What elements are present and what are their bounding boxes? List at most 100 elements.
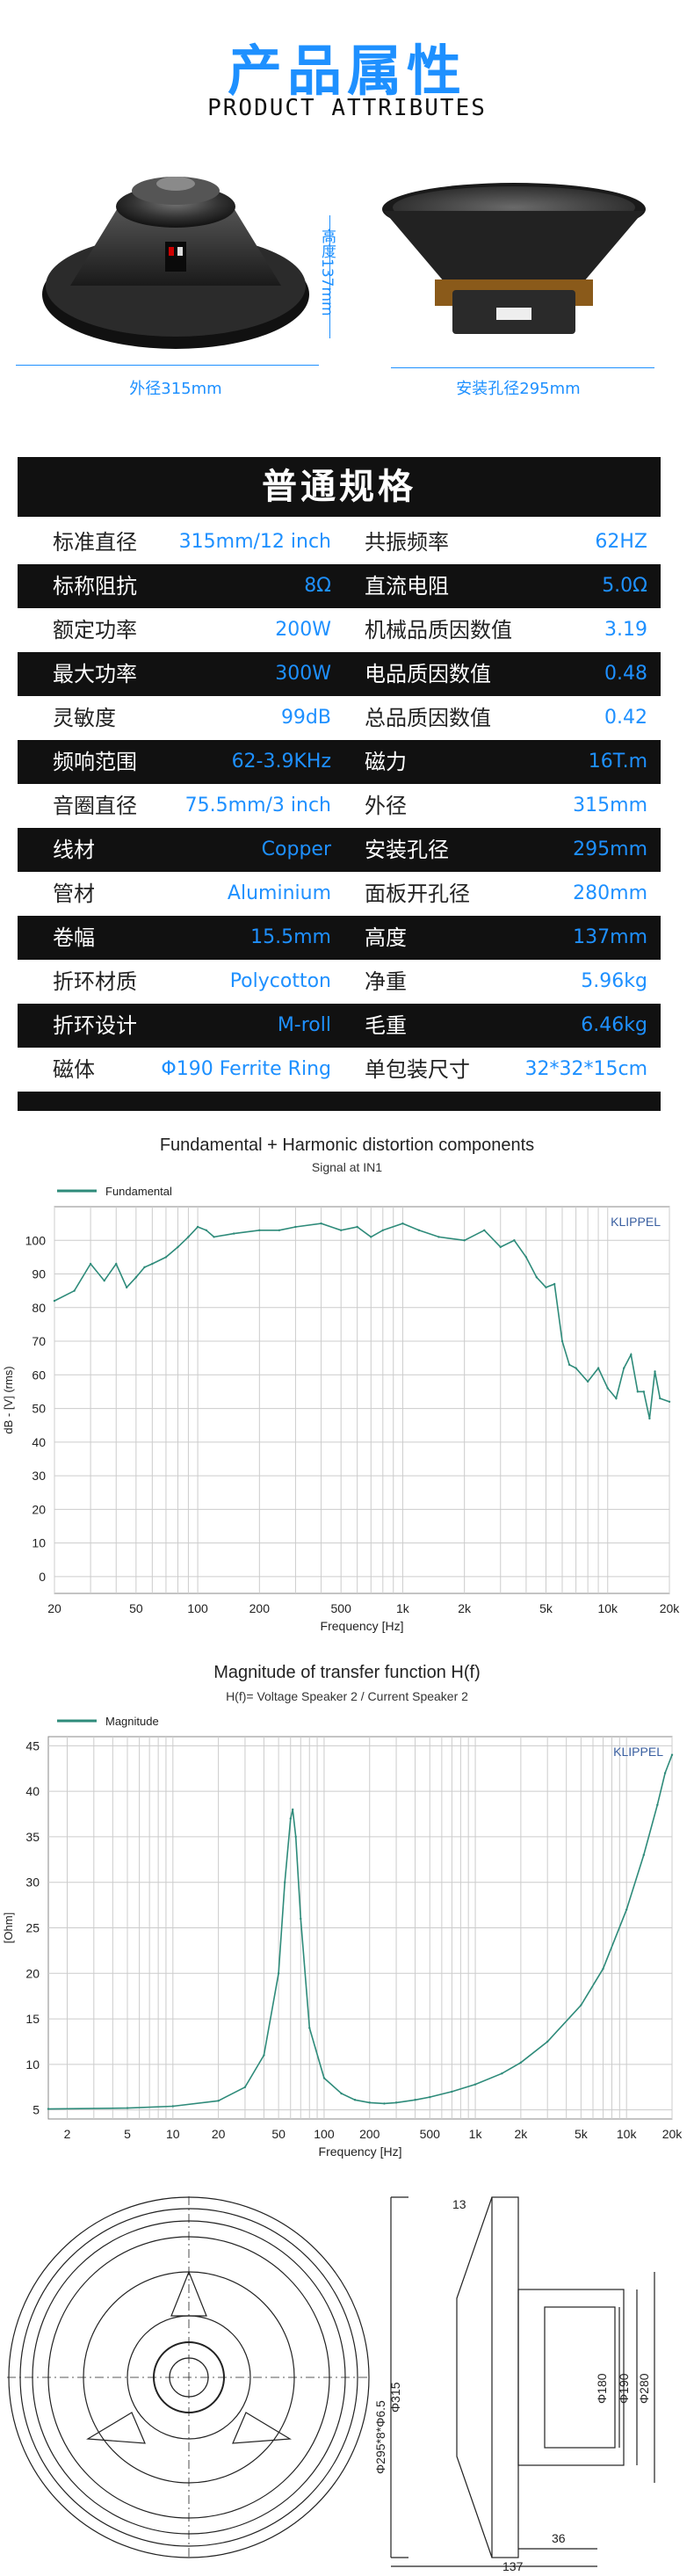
legend-label: Fundamental	[105, 1185, 172, 1198]
spec-value: 0.48	[604, 663, 647, 685]
x-tick-label: 5	[124, 2127, 131, 2141]
plot-area	[54, 1206, 670, 1594]
y-tick-label: 50	[32, 1402, 46, 1416]
data-point	[545, 1286, 547, 1289]
data-point	[524, 1256, 528, 1259]
spec-label: 共振频率	[365, 530, 449, 555]
data-point	[546, 2040, 549, 2043]
height-dim-line	[329, 215, 330, 338]
spec-row: 折环设计 M-roll 毛重 6.46kg	[18, 1004, 661, 1048]
spec-label: 标称阻抗	[53, 574, 137, 599]
x-tick-label: 500	[331, 1601, 352, 1615]
spec-label: 电品质因数值	[365, 662, 491, 686]
data-point	[294, 1225, 297, 1229]
outer-diameter-dim-line	[16, 365, 319, 366]
y-tick-label: 35	[25, 1830, 40, 1844]
data-point	[205, 1229, 207, 1231]
data-point	[483, 1229, 486, 1231]
data-point	[625, 1908, 628, 1911]
data-point	[499, 1245, 502, 1249]
data-point	[401, 1222, 404, 1225]
data-point	[513, 1239, 516, 1242]
data-point	[417, 1229, 421, 1231]
dim-13: 13	[452, 2197, 466, 2211]
spec-label: 灵敏度	[53, 706, 116, 730]
dim-mount: Φ295*8*Φ6.5	[373, 2400, 387, 2474]
data-point	[553, 1282, 556, 1286]
spec-label: 频响范围	[53, 750, 137, 774]
y-tick-label: 25	[25, 1921, 40, 1935]
data-point	[642, 1854, 645, 1856]
y-axis-label: [Ohm]	[2, 1912, 15, 1943]
spec-label: 磁力	[365, 750, 407, 774]
spec-table-title: 普通规格	[18, 457, 661, 517]
outer-diameter-caption: 外径315mm	[129, 380, 222, 398]
spec-label: 外径	[365, 794, 407, 818]
spec-row: 标称阻抗 8Ω 直流电阻 5.0Ω	[18, 564, 661, 608]
data-point	[339, 1229, 343, 1231]
data-point	[232, 1232, 235, 1235]
y-tick-label: 20	[32, 1502, 46, 1516]
x-tick-label: 50	[271, 2127, 286, 2141]
series-line	[54, 1223, 670, 1419]
x-tick-label: 100	[314, 2127, 335, 2141]
spec-value: 15.5mm	[250, 926, 331, 948]
data-point	[217, 2100, 220, 2102]
y-tick-label: 30	[32, 1469, 46, 1483]
data-point	[580, 2004, 582, 2006]
data-point	[151, 1262, 154, 1266]
data-point	[596, 1367, 600, 1369]
data-point	[474, 2083, 477, 2086]
y-tick-label: 80	[32, 1301, 46, 1315]
spec-row: 卷幅 15.5mm 高度 137mm	[18, 916, 661, 960]
data-point	[381, 1229, 385, 1231]
spec-row: 管材 Aluminium 面板开孔径 280mm	[18, 872, 661, 916]
data-point	[414, 2099, 416, 2101]
x-tick-label: 5k	[575, 2127, 589, 2141]
data-point	[164, 1256, 168, 1259]
x-tick-label: 2k	[458, 1601, 472, 1615]
spec-label: 音圈直径	[53, 794, 137, 818]
spec-value: 32*32*15cm	[524, 1058, 647, 1080]
data-point	[656, 1803, 659, 1806]
x-tick-label: 200	[359, 2127, 380, 2141]
spec-label: 最大功率	[53, 662, 137, 686]
spec-label: 净重	[365, 969, 407, 994]
data-point	[213, 1236, 215, 1238]
y-tick-label: 20	[25, 1966, 40, 1980]
data-point	[560, 1339, 564, 1343]
data-point	[437, 1236, 440, 1238]
spec-value: 300W	[275, 663, 331, 685]
x-tick-label: 10	[166, 2127, 180, 2141]
data-point	[278, 1229, 281, 1231]
data-point	[394, 2101, 398, 2104]
spec-label: 单包装尺寸	[365, 1057, 470, 1082]
spec-label: 线材	[53, 838, 95, 862]
page-subtitle: PRODUCT ATTRIBUTES	[207, 95, 487, 121]
spec-row: 最大功率 300W 电品质因数值 0.48	[18, 652, 661, 696]
data-point	[320, 1222, 322, 1225]
dim-36: 36	[552, 2531, 566, 2545]
spec-label: 直流电阻	[365, 574, 449, 599]
data-point	[519, 2061, 523, 2064]
dim-315: Φ315	[388, 2382, 402, 2413]
data-point	[73, 1289, 76, 1292]
x-tick-label: 500	[420, 2127, 441, 2141]
chart2-subtitle: H(f)= Voltage Speaker 2 / Current Speake…	[226, 1689, 468, 1703]
data-point	[53, 1299, 56, 1303]
data-point	[143, 1266, 146, 1269]
y-tick-label: 0	[39, 1570, 46, 1584]
spec-row: 额定功率 200W 机械品质因数值 3.19	[18, 608, 661, 652]
spec-label: 毛重	[365, 1013, 407, 1038]
y-tick-label: 10	[32, 1536, 46, 1550]
spec-value: 8Ω	[304, 575, 331, 597]
spec-value: 280mm	[573, 882, 647, 904]
data-point	[659, 1397, 661, 1400]
dim-280: Φ280	[637, 2373, 651, 2404]
data-point	[654, 1370, 656, 1373]
x-tick-label: 2k	[514, 2127, 528, 2141]
data-point	[602, 1967, 604, 1970]
data-point	[292, 1808, 294, 1811]
data-point	[243, 2086, 247, 2088]
spec-row: 折环材质 Polycotton 净重 5.96kg	[18, 960, 661, 1004]
